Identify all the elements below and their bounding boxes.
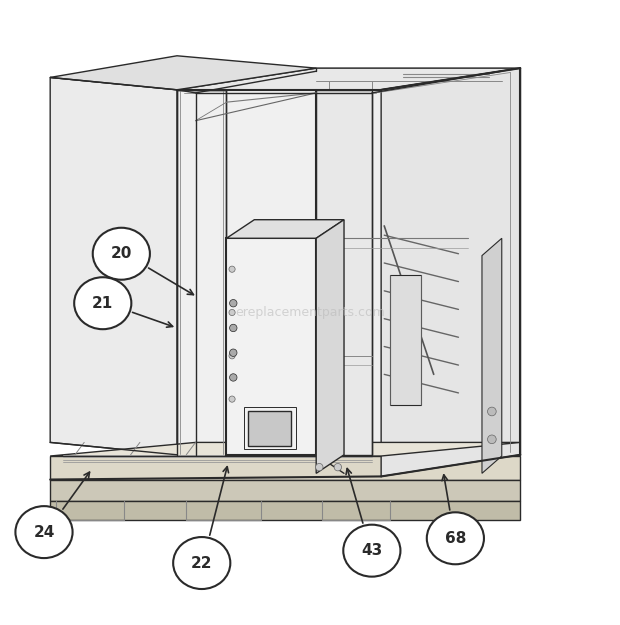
- Circle shape: [229, 309, 235, 316]
- Polygon shape: [248, 411, 291, 446]
- Circle shape: [487, 407, 496, 416]
- Polygon shape: [226, 220, 344, 238]
- Text: 20: 20: [110, 246, 132, 261]
- Circle shape: [229, 324, 237, 332]
- Circle shape: [229, 299, 237, 307]
- Circle shape: [229, 349, 237, 356]
- Text: 24: 24: [33, 524, 55, 539]
- Polygon shape: [316, 220, 344, 473]
- Polygon shape: [177, 90, 226, 455]
- Circle shape: [229, 266, 235, 272]
- Ellipse shape: [343, 524, 401, 577]
- Circle shape: [229, 374, 237, 381]
- Polygon shape: [50, 456, 520, 479]
- Polygon shape: [50, 501, 520, 520]
- Text: 22: 22: [191, 556, 213, 571]
- Ellipse shape: [16, 506, 73, 558]
- Polygon shape: [391, 276, 422, 405]
- Circle shape: [229, 396, 235, 402]
- Ellipse shape: [427, 512, 484, 564]
- Polygon shape: [316, 90, 372, 455]
- Circle shape: [316, 464, 323, 471]
- Text: 68: 68: [445, 531, 466, 546]
- Circle shape: [487, 435, 496, 444]
- Polygon shape: [50, 479, 520, 501]
- Polygon shape: [482, 238, 502, 473]
- Text: 21: 21: [92, 296, 113, 311]
- Ellipse shape: [74, 278, 131, 329]
- Polygon shape: [177, 68, 520, 90]
- Ellipse shape: [93, 228, 150, 280]
- Polygon shape: [177, 68, 316, 455]
- Circle shape: [334, 464, 342, 471]
- Polygon shape: [50, 442, 520, 456]
- Ellipse shape: [173, 537, 230, 589]
- Polygon shape: [226, 238, 316, 455]
- Polygon shape: [50, 78, 177, 455]
- Polygon shape: [381, 68, 520, 476]
- Text: ereplacementparts.com: ereplacementparts.com: [235, 306, 385, 319]
- Text: 43: 43: [361, 543, 383, 558]
- Circle shape: [229, 352, 235, 359]
- Polygon shape: [50, 56, 316, 90]
- Polygon shape: [316, 68, 520, 455]
